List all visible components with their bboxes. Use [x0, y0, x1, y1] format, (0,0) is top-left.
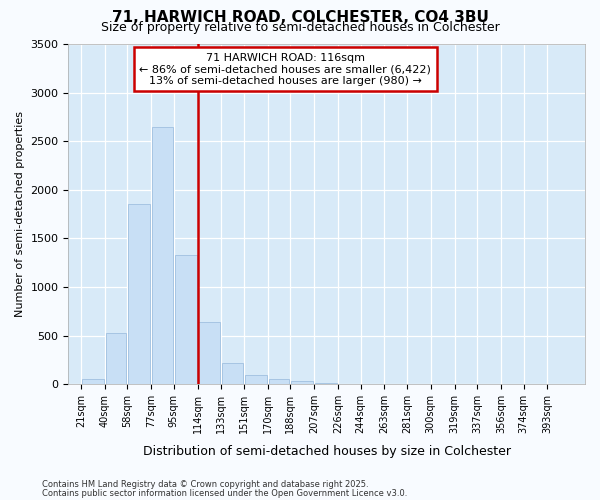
Text: 71, HARWICH ROAD, COLCHESTER, CO4 3BU: 71, HARWICH ROAD, COLCHESTER, CO4 3BU: [112, 10, 488, 25]
Y-axis label: Number of semi-detached properties: Number of semi-detached properties: [15, 111, 25, 317]
Bar: [291, 382, 313, 384]
Text: Size of property relative to semi-detached houses in Colchester: Size of property relative to semi-detach…: [101, 21, 499, 34]
Text: 71 HARWICH ROAD: 116sqm  
← 86% of semi-detached houses are smaller (6,422)
13% : 71 HARWICH ROAD: 116sqm ← 86% of semi-de…: [139, 52, 431, 86]
Bar: [128, 204, 150, 384]
Bar: [82, 379, 104, 384]
Bar: [106, 333, 127, 384]
Bar: [269, 380, 289, 384]
Bar: [245, 374, 267, 384]
X-axis label: Distribution of semi-detached houses by size in Colchester: Distribution of semi-detached houses by …: [143, 444, 511, 458]
Text: Contains public sector information licensed under the Open Government Licence v3: Contains public sector information licen…: [42, 488, 407, 498]
Text: Contains HM Land Registry data © Crown copyright and database right 2025.: Contains HM Land Registry data © Crown c…: [42, 480, 368, 489]
Bar: [223, 364, 243, 384]
Bar: [175, 255, 197, 384]
Bar: [152, 126, 173, 384]
Bar: [199, 322, 220, 384]
